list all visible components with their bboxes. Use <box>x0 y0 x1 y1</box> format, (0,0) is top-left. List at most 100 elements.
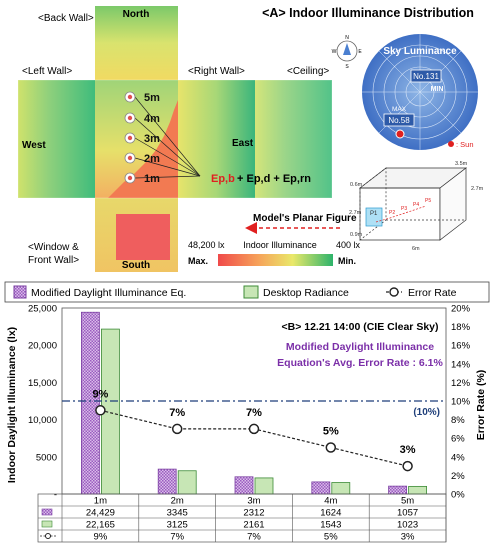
distance-label: 4m <box>144 113 160 125</box>
y-right-tick-label: 6% <box>451 434 465 445</box>
y-right-tick-label: 14% <box>451 359 471 370</box>
ceiling-map <box>255 80 332 198</box>
table-cell: 7% <box>170 532 184 543</box>
bars <box>81 311 428 495</box>
east-label: East <box>232 138 254 149</box>
table-cell: 24,429 <box>86 508 115 519</box>
sensor-dot-icon <box>127 115 133 121</box>
chart-subtitle-1: Modified Daylight Illuminance <box>286 341 434 353</box>
table-cell: 3% <box>401 532 415 543</box>
svg-text:3.5m: 3.5m <box>455 161 468 167</box>
table-cell: 1057 <box>397 508 418 519</box>
y-right-tick-label: 16% <box>451 341 471 352</box>
y-axis-left: - 5000 10,000 15,000 20,000 25,000 <box>28 304 57 501</box>
table-cell: 22,165 <box>86 520 115 531</box>
error-point <box>248 423 260 435</box>
svg-text:6m: 6m <box>412 246 420 252</box>
sky-dome: Sky Luminance No.131 MIN MAX No.58 : Sun <box>362 34 478 150</box>
legend-swatch-radiance <box>243 285 259 299</box>
chart-title: <B> 12.21 14:00 (CIE Clear Sky) <box>281 321 438 333</box>
table-cell: 1624 <box>320 508 341 519</box>
y-right-tick-label: 2% <box>451 471 465 482</box>
point-ray <box>134 175 201 179</box>
ceiling-label: <Ceiling> <box>287 66 329 77</box>
svg-text:P1: P1 <box>370 211 378 217</box>
error-label: 7% <box>246 407 262 419</box>
svg-text:S: S <box>345 64 349 70</box>
point-ray <box>134 137 201 177</box>
error-label: 3% <box>400 444 416 456</box>
y-tick-label: 5000 <box>36 452 57 463</box>
y-right-tick-label: 8% <box>451 415 465 426</box>
error-point <box>95 405 106 416</box>
back-wall-map <box>95 6 178 80</box>
model-dimensions: P1 P2 P3 P4 P5 3.5m 2.7m 6m 2.7m 0.6m 0.… <box>349 161 484 252</box>
distance-label: 5m <box>144 92 160 104</box>
bar-eq <box>311 481 331 495</box>
point-ray <box>134 96 201 177</box>
sensor-dot-icon <box>127 175 133 181</box>
sensor-dot-icon <box>127 135 133 141</box>
sun-marker-icon <box>395 129 405 139</box>
bar-eq <box>234 476 254 495</box>
y-right-tick-label: 10% <box>451 397 471 408</box>
svg-text:2.7m: 2.7m <box>349 210 362 216</box>
legend-radiance-label: Desktop Radiance <box>263 287 349 299</box>
sun-legend-label: : Sun <box>456 140 474 149</box>
right-wall-map <box>178 80 255 198</box>
svg-text:0.9m: 0.9m <box>350 232 363 238</box>
category-label: 4m <box>324 496 337 507</box>
west-label: West <box>22 140 46 151</box>
svg-text:N: N <box>345 35 349 41</box>
svg-text:P3: P3 <box>401 206 407 212</box>
category-label: 2m <box>171 496 184 507</box>
measurement-points: 5m 4m 3m 2m 1m <box>124 91 201 185</box>
sun-legend-icon <box>448 141 454 147</box>
y-right-tick-label: 0% <box>451 490 465 501</box>
table-cell: 2161 <box>243 520 264 531</box>
left-wall-label: <Left Wall> <box>22 66 72 77</box>
table-cell: 1023 <box>397 520 418 531</box>
bar-eq <box>388 485 408 495</box>
svg-text:P5: P5 <box>425 198 431 204</box>
error-point <box>325 442 337 453</box>
model-caption: Model's Planar Figure <box>253 213 357 224</box>
south-label: South <box>122 260 150 271</box>
equation-part-2: + Ep,d + Ep,rn <box>237 173 311 185</box>
category-label: 1m <box>94 496 107 507</box>
left-wall-map <box>18 80 95 198</box>
category-label: 5m <box>401 496 414 507</box>
table-cell: 3125 <box>167 520 188 531</box>
y-tick-label: 25,000 <box>28 304 57 315</box>
chart-subtitle-2: Equation's Avg. Error Rate : 6.1% <box>277 357 443 369</box>
sensor-dot-icon <box>127 155 133 161</box>
svg-text:P2: P2 <box>389 210 395 216</box>
table-cell: 5% <box>324 532 338 543</box>
legend-min-value: 400 lx <box>336 240 361 250</box>
y-right-tick-label: 18% <box>451 322 471 333</box>
equation-part-1: Ep,b <box>211 173 235 185</box>
legend-min: Min. <box>338 256 356 266</box>
svg-text:0.6m: 0.6m <box>350 182 363 188</box>
legend-swatch-eq <box>13 285 27 299</box>
reference-label: (10%) <box>413 407 440 418</box>
table-cell: 1543 <box>320 520 341 531</box>
sky-title: Sky Luminance <box>383 46 457 57</box>
legend-error-label: Error Rate <box>408 287 457 299</box>
row-key-error-icon <box>45 533 51 539</box>
right-wall-label: <Right Wall> <box>188 66 245 77</box>
error-point <box>171 423 183 435</box>
bar-eq <box>157 468 177 495</box>
point-ray <box>134 117 201 177</box>
panel-a: <A> Indoor Illuminance Distribution <Bac… <box>17 6 484 272</box>
bar-eq <box>81 311 100 495</box>
y-tick-label: 10,000 <box>28 415 57 426</box>
sun-patch <box>108 100 178 198</box>
table-cell: 3345 <box>167 508 188 519</box>
table-cell: 7% <box>247 532 261 543</box>
bar-radiance <box>254 477 274 495</box>
error-label: 5% <box>323 426 339 438</box>
svg-text:E: E <box>358 49 362 55</box>
sky-max: MAX <box>392 106 407 113</box>
